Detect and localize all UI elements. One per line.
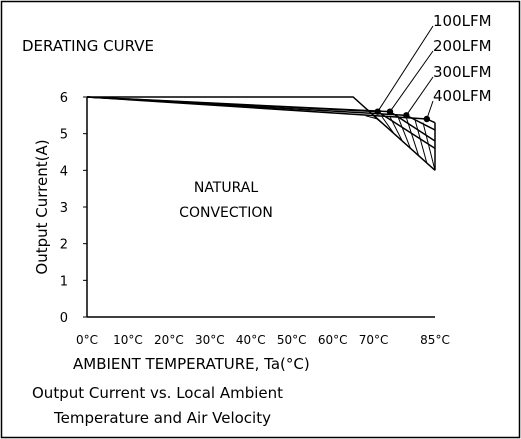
x-tick-labels: 0°C 10°C 20°C 30°C 40°C 50°C 60°C 70°C 85°C (76, 333, 450, 347)
legend-label-100lfm: 100LFM (433, 12, 492, 30)
legend: 100LFM 200LFM 300LFM 400LFM (377, 12, 492, 120)
legend-label-400lfm: 400LFM (433, 87, 492, 105)
hatch-line (397, 117, 411, 149)
legend-leader (426, 100, 434, 120)
y-axis-label: Output Current(A) (33, 139, 51, 274)
y-tick-label: 2 (60, 238, 68, 253)
legend-leader (389, 50, 434, 112)
series-markers (374, 108, 431, 123)
x-tick-label: 50°C (277, 333, 307, 347)
x-tick-label: 60°C (318, 333, 348, 347)
y-tick-label: 6 (60, 91, 68, 106)
legend-label-300lfm: 300LFM (433, 63, 492, 81)
x-tick-label: 40°C (236, 333, 266, 347)
y-tick-label: 0 (60, 311, 68, 326)
caption-line-2: Temperature and Air Velocity (53, 409, 271, 427)
x-tick-label: 85°C (420, 333, 450, 347)
curve-natural-convection (87, 96, 436, 171)
y-tick-label: 4 (60, 164, 68, 179)
x-tick-label: 10°C (113, 333, 143, 347)
y-tick-label: 3 (60, 201, 68, 216)
hatch-line (414, 118, 428, 164)
legend-leader (405, 76, 434, 116)
caption-line-1: Output Current vs. Local Ambient (32, 384, 283, 402)
region-label-line-1: NATURAL (194, 180, 258, 196)
x-axis-label: AMBIENT TEMPERATURE, Ta(°C) (73, 355, 310, 373)
legend-label-200lfm: 200LFM (433, 37, 492, 55)
x-tick-label: 70°C (359, 333, 389, 347)
x-tick-label: 30°C (195, 333, 225, 347)
y-tick-labels: 0 1 2 3 4 5 6 (60, 91, 87, 326)
y-tick-label: 1 (60, 274, 68, 289)
marker-200lfm (386, 108, 394, 115)
x-tick-label: 20°C (154, 333, 184, 347)
marker-300lfm (403, 112, 410, 119)
x-tick-label: 0°C (76, 333, 98, 347)
legend-leader (377, 25, 434, 112)
region-label-line-2: CONVECTION (179, 205, 273, 221)
chart-title: DERATING CURVE (22, 37, 154, 55)
marker-100lfm (374, 108, 381, 115)
hatch-line (422, 122, 436, 171)
y-tick-label: 5 (60, 128, 68, 143)
